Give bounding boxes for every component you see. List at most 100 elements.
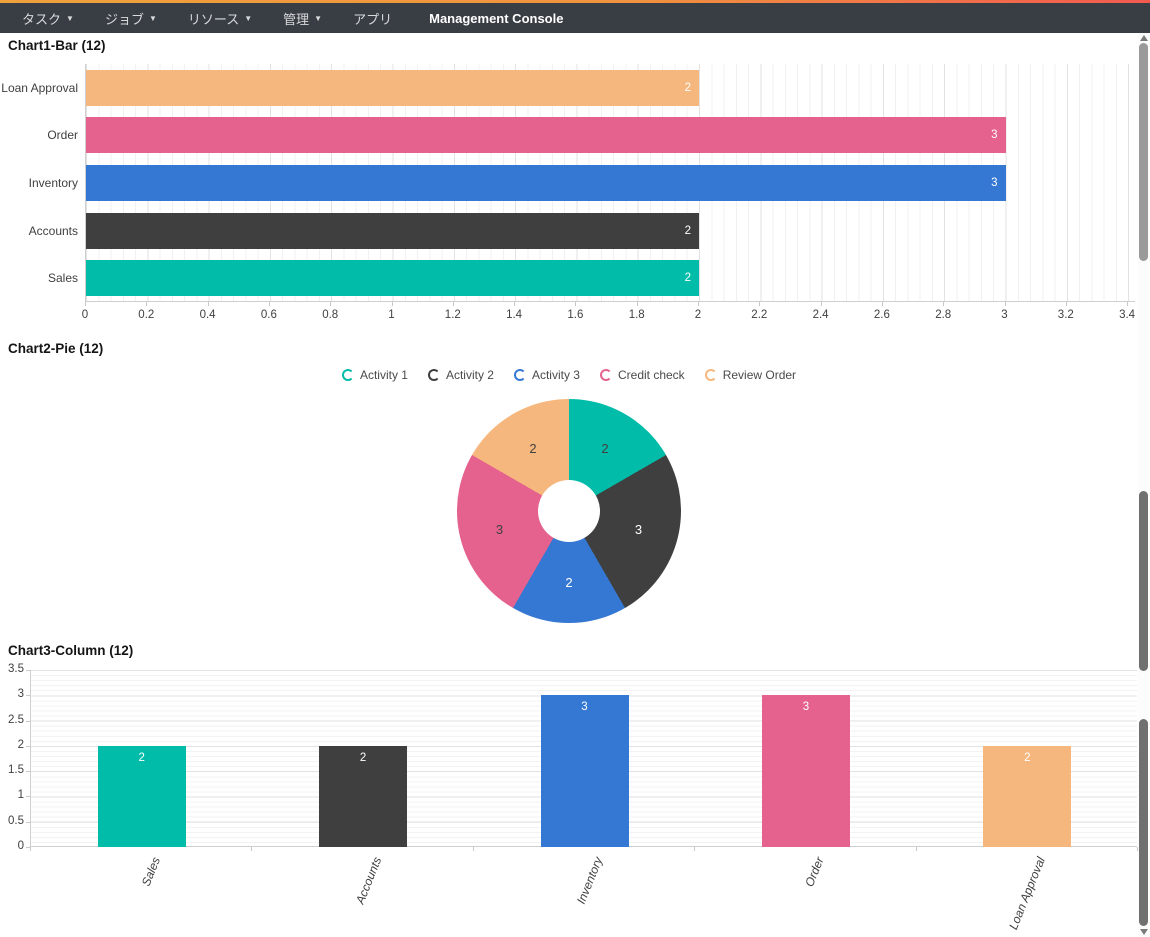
category-label: Loan Approval [1,80,78,95]
column-sales[interactable]: 2 [97,745,186,847]
x-axis-tick-label: 1.6 [567,309,584,321]
x-axis-tick [575,302,577,306]
legend-item-4[interactable]: Credit check [599,368,685,382]
nav-item-3[interactable]: 管理 ▼ [283,9,322,28]
y-axis-tick-label: 3 [17,688,24,701]
scrollbar-thumb[interactable] [1139,491,1148,671]
column-inventory[interactable]: 3 [540,695,629,847]
legend-item-2[interactable]: Activity 2 [427,368,494,382]
column-value-label: 2 [359,751,367,764]
x-axis-tick [251,847,253,851]
chevron-down-icon: ▼ [148,13,157,23]
x-axis-tick [694,847,696,851]
vertical-scrollbar[interactable] [1138,33,1150,937]
category-label: Inventory [28,176,78,190]
x-axis-tick [1065,302,1067,306]
y-axis-tick-label: 2 [17,738,24,751]
legend-label: Activity 2 [445,368,494,382]
chart3-column-plot: 2 2 3 3 2 [30,670,1137,847]
category-label: Sales [138,855,163,889]
slice-value-label: 2 [565,575,573,590]
x-axis-tick [30,847,31,851]
chart2-legend: Activity 1 Activity 2 Activity 3 Credit che… [0,368,1138,382]
x-axis-tick-label: 1 [388,309,395,321]
legend-marker-icon [341,369,354,381]
bar-order[interactable]: 3 [86,117,1006,154]
slice-value-label: 3 [634,521,643,537]
nav-item-label: リソース [187,11,240,27]
y-axis-tick [26,796,30,798]
y-axis-tick-label: 3.5 [8,663,24,675]
x-axis-tick-label: 0.6 [260,309,277,321]
x-axis-tick [330,302,332,306]
y-axis-tick [26,847,30,848]
x-axis-tick [85,302,86,306]
y-axis-tick [26,821,30,823]
scrollbar-thumb[interactable] [1139,719,1148,926]
bar-accounts[interactable]: 2 [86,212,699,249]
x-axis-tick [452,302,454,306]
y-axis-tick [26,771,30,773]
bar-sales[interactable]: 2 [86,260,699,297]
chart2-title: Chart2-Pie (12) [8,341,104,356]
x-axis-tick [698,302,699,306]
nav-item-brand[interactable]: Management Console [429,11,563,26]
legend-label: Activity 3 [531,368,580,382]
nav-item-label: ジョブ [104,11,144,27]
x-axis-tick-label: 2.2 [751,309,768,321]
nav-item-4[interactable]: アプリ [353,9,392,28]
x-axis-tick-label: 3.4 [1119,309,1136,321]
x-axis-tick-label: 1.2 [444,309,461,321]
y-axis-tick [26,720,30,722]
nav-item-label: Management Console [429,10,564,26]
column-value-label: 3 [581,701,588,714]
legend-item-5[interactable]: Review Order [704,368,797,382]
nav-item-0[interactable]: タスク ▼ [22,9,74,28]
nav-item-1[interactable]: ジョブ ▼ [105,9,157,28]
chart2-donut[interactable] [457,399,681,623]
x-axis-tick-label: 3.2 [1057,309,1074,321]
legend-marker-icon [427,369,440,381]
nav-item-label: 管理 [283,11,310,27]
x-axis-tick-label: 0.8 [322,309,339,321]
y-axis-tick-label: 1 [17,789,24,802]
x-axis-tick-label: 0.4 [199,309,216,321]
legend-item-1[interactable]: Activity 1 [341,368,408,382]
legend-marker-icon [704,369,717,381]
legend-marker-icon [599,369,612,381]
x-axis-tick [915,847,917,851]
slice-value-label: 2 [601,440,609,456]
scroll-down-icon[interactable] [1140,929,1148,935]
bar-value-label: 2 [684,81,691,94]
category-label: Accounts [352,855,385,907]
chevron-down-icon: ▼ [244,13,253,23]
x-axis-tick [1137,847,1138,851]
legend-label: Activity 1 [359,368,408,382]
x-axis-tick [207,302,209,306]
column-value-label: 3 [802,701,810,714]
x-axis-tick-label: 0 [81,309,89,321]
x-axis-tick-label: 1.4 [506,309,523,321]
category-label: Order [47,128,78,143]
legend-marker-icon [513,369,526,381]
x-axis-tick [943,302,945,306]
y-axis-tick [26,745,30,747]
chevron-down-icon: ▼ [314,13,323,23]
x-axis-tick [391,302,393,306]
column-loan-approval[interactable]: 2 [983,745,1072,847]
nav-item-label: タスク [22,11,62,27]
nav-item-2[interactable]: リソース ▼ [188,9,252,28]
y-axis-tick [26,670,30,671]
scrollbar-thumb[interactable] [1139,43,1148,261]
scroll-up-icon[interactable] [1140,35,1148,41]
slice-value-label: 2 [529,440,537,456]
chart1-title: Chart1-Bar (12) [8,38,106,53]
column-order[interactable]: 3 [761,695,850,847]
legend-label: Review Order [722,368,797,382]
bar-value-label: 2 [684,272,691,285]
legend-item-3[interactable]: Activity 3 [513,368,580,382]
column-accounts[interactable]: 2 [319,745,408,847]
bar-value-label: 3 [991,177,998,189]
bar-inventory[interactable]: 3 [86,165,1006,201]
bar-loan-approval[interactable]: 2 [86,69,699,106]
